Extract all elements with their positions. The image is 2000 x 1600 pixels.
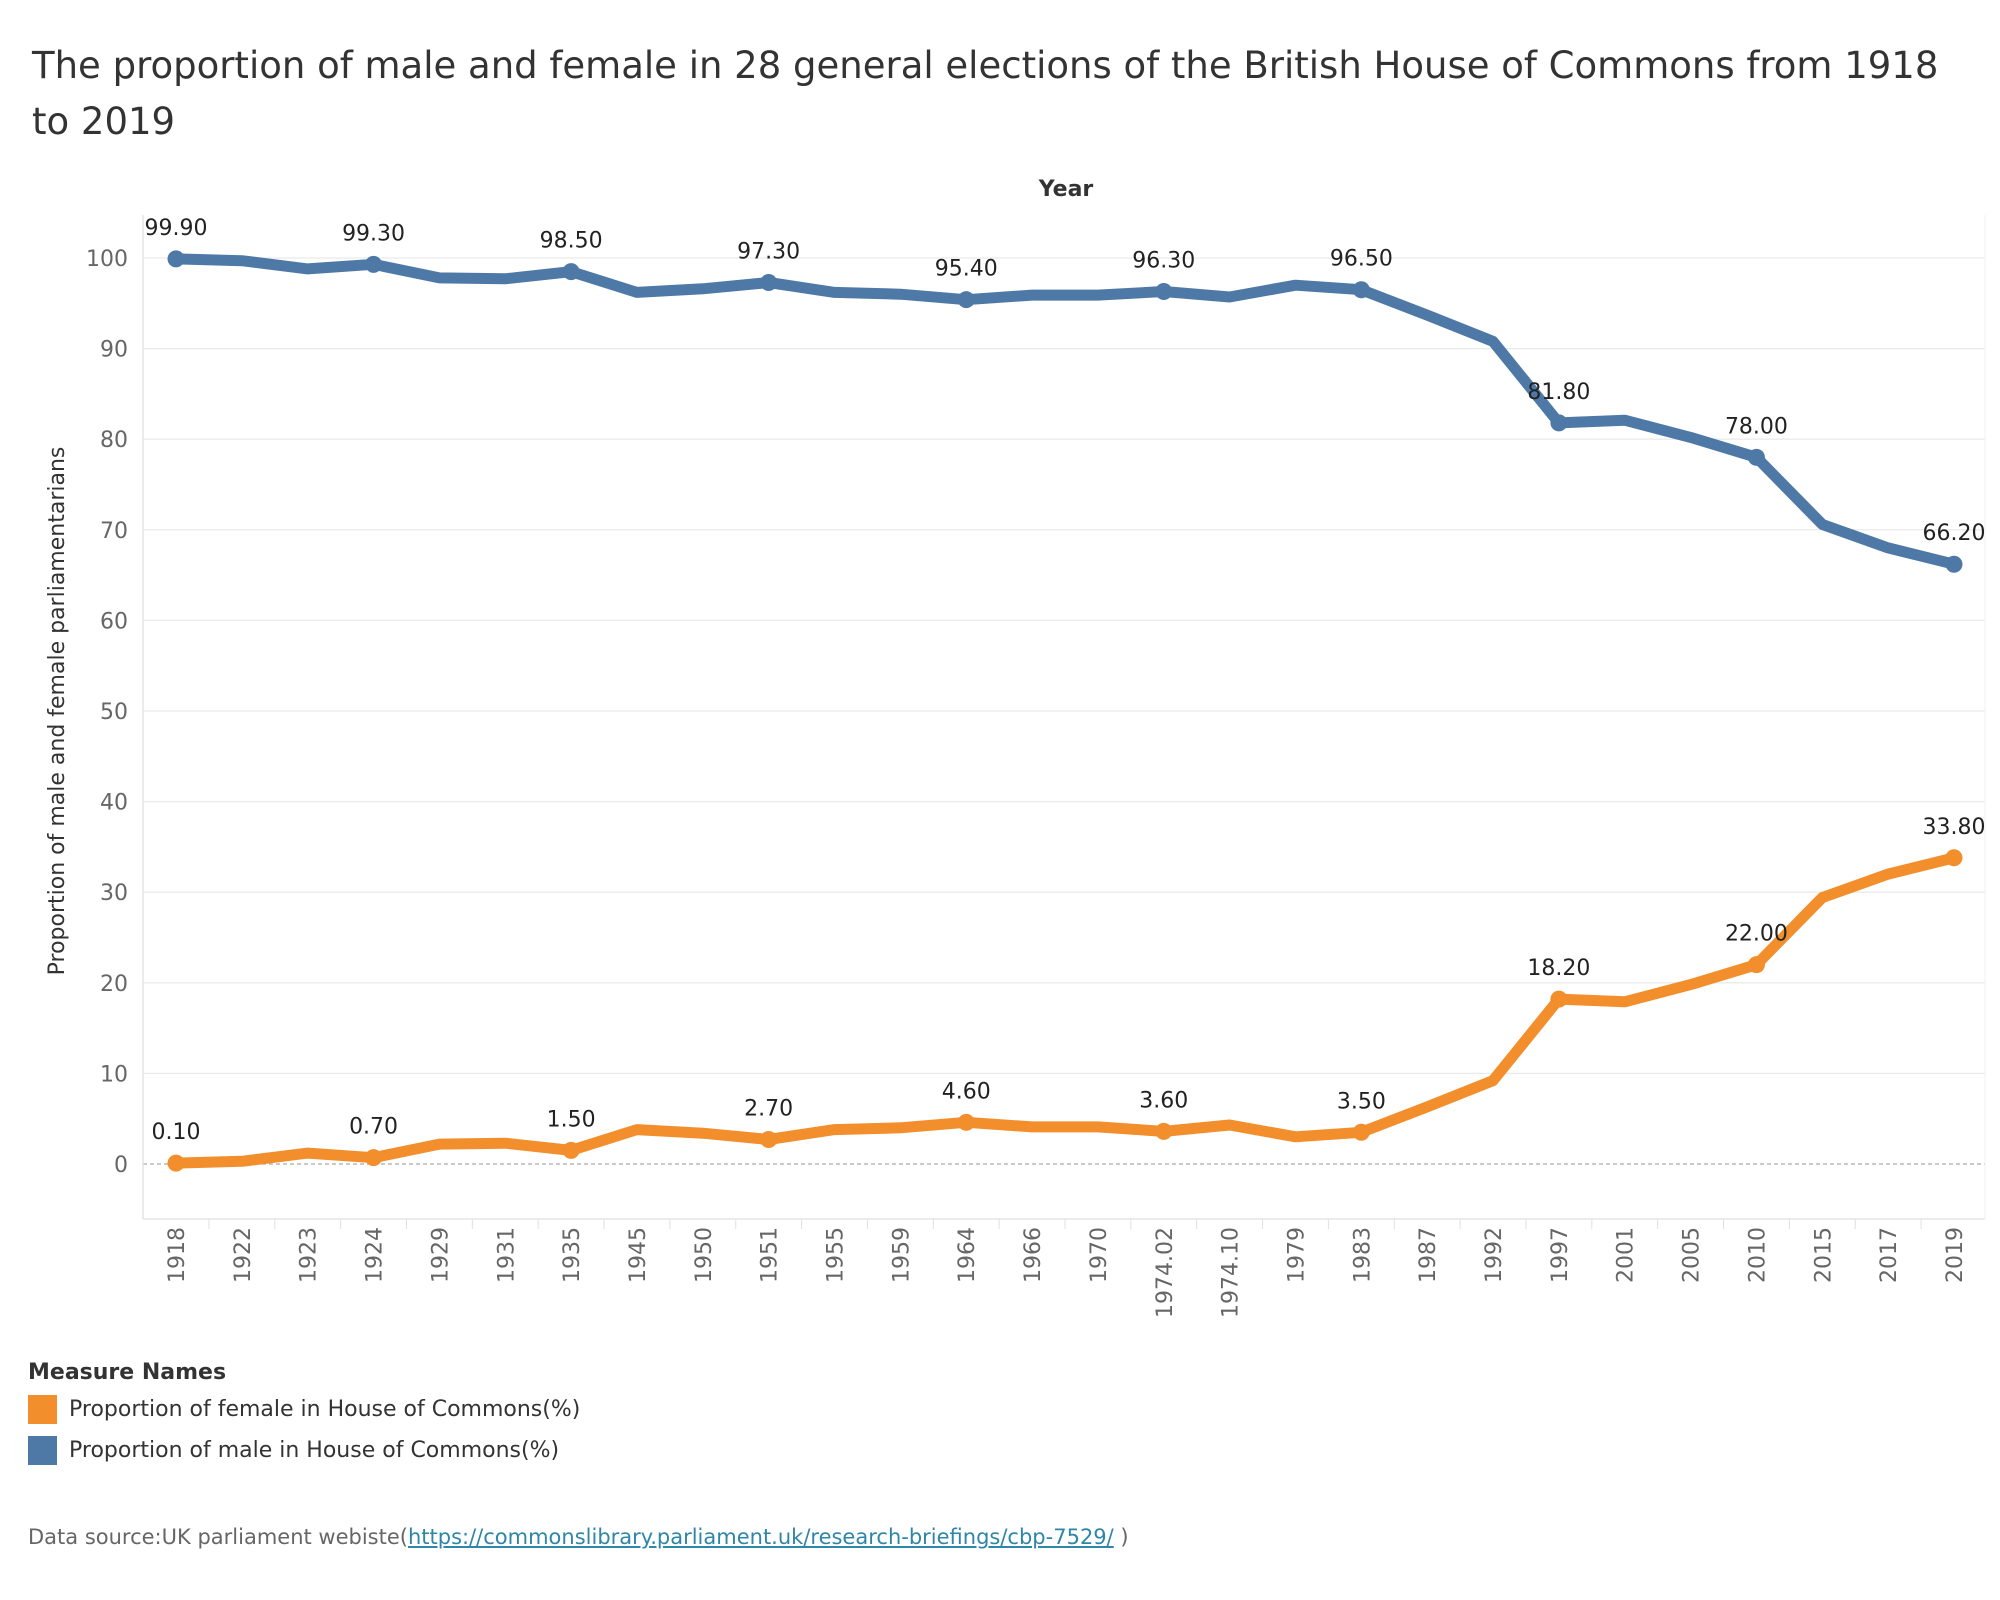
data-label: 97.30 [737, 239, 800, 264]
data-label: 3.60 [1139, 1088, 1188, 1113]
data-label: 1.50 [547, 1107, 596, 1132]
data-point-marker[interactable] [760, 1131, 778, 1149]
x-tick-label: 2010 [1745, 1227, 1770, 1283]
legend-swatch-female [28, 1395, 57, 1424]
x-tick-label: 1974.10 [1219, 1227, 1244, 1318]
y-tick-label: 50 [100, 700, 128, 725]
y-tick-label: 70 [100, 519, 128, 544]
x-tick-label: 1955 [824, 1227, 849, 1283]
data-label: 22.00 [1725, 922, 1788, 947]
x-tick-label: 1931 [494, 1227, 519, 1283]
data-label: 96.50 [1330, 247, 1393, 272]
data-label: 78.00 [1725, 414, 1788, 439]
data-label: 95.40 [935, 257, 998, 282]
x-tick-label: 2005 [1680, 1227, 1705, 1283]
x-tick-label: 1974.02 [1153, 1227, 1178, 1318]
data-point-marker[interactable] [1352, 281, 1370, 299]
data-point-marker[interactable] [562, 1141, 580, 1159]
y-axis-title: Proportion of male and female parliament… [45, 447, 70, 976]
x-tick-label: 1935 [560, 1227, 585, 1283]
x-tick-label: 2015 [1811, 1227, 1836, 1283]
data-point-marker[interactable] [760, 273, 778, 291]
source-prefix: Data source:UK parliament webiste( [28, 1525, 408, 1549]
data-point-marker[interactable] [1747, 448, 1765, 466]
data-point-marker[interactable] [1352, 1123, 1370, 1141]
x-tick-label: 2019 [1943, 1227, 1968, 1283]
data-label: 33.80 [1923, 815, 1986, 840]
data-label: 2.70 [744, 1097, 793, 1122]
data-label: 81.80 [1527, 380, 1590, 405]
data-point-marker[interactable] [1945, 555, 1963, 573]
data-point-marker[interactable] [562, 263, 580, 281]
data-point-marker[interactable] [167, 250, 185, 268]
x-tick-label: 1950 [692, 1227, 717, 1283]
data-label: 0.10 [152, 1120, 201, 1145]
data-source-note: Data source:UK parliament webiste(https:… [28, 1525, 1129, 1549]
legend-item-female[interactable]: Proportion of female in House of Commons… [28, 1395, 580, 1424]
y-tick-label: 90 [100, 338, 128, 363]
y-tick-label: 0 [114, 1153, 128, 1178]
legend-label-female: Proportion of female in House of Commons… [69, 1397, 581, 1422]
y-tick-label: 30 [100, 881, 128, 906]
y-tick-label: 20 [100, 972, 128, 997]
data-point-marker[interactable] [1945, 849, 1963, 867]
data-point-marker[interactable] [1550, 990, 1568, 1008]
legend-title: Measure Names [28, 1360, 227, 1385]
line-chart: Year Proportion of male and female parli… [45, 177, 1986, 1318]
x-tick-label: 1997 [1548, 1227, 1573, 1283]
x-tick-label: 1983 [1350, 1227, 1375, 1283]
y-tick-label: 10 [100, 1062, 128, 1087]
chart-title: The proportion of male and female in 28 … [32, 44, 1939, 143]
data-point-marker[interactable] [365, 1149, 383, 1167]
data-point-marker[interactable] [957, 291, 975, 309]
x-tick-label: 2001 [1614, 1227, 1639, 1283]
x-tick-label: 1987 [1416, 1227, 1441, 1283]
x-axis-title: Year [1038, 177, 1094, 202]
data-point-marker[interactable] [1155, 1122, 1173, 1140]
source-link[interactable]: https://commonslibrary.parliament.uk/res… [407, 1525, 1114, 1549]
y-tick-label: 40 [100, 791, 128, 816]
x-tick-label: 1964 [955, 1227, 980, 1283]
data-point-marker[interactable] [1155, 283, 1173, 301]
data-label: 4.60 [942, 1079, 991, 1104]
data-point-marker[interactable] [957, 1113, 975, 1131]
x-tick-label: 1959 [889, 1227, 914, 1283]
data-point-marker[interactable] [365, 255, 383, 273]
x-tick-label: 1966 [1021, 1227, 1046, 1283]
data-label: 0.70 [349, 1115, 398, 1140]
data-label: 98.50 [540, 229, 603, 254]
data-label: 66.20 [1923, 521, 1986, 546]
data-label: 96.30 [1132, 249, 1195, 274]
legend-label-male: Proportion of male in House of Commons(%… [69, 1438, 560, 1463]
legend-item-male[interactable]: Proportion of male in House of Commons(%… [28, 1436, 559, 1465]
data-label: 99.30 [342, 221, 405, 246]
x-tick-label: 1924 [363, 1227, 388, 1283]
x-tick-label: 1918 [165, 1227, 190, 1283]
x-tick-label: 2017 [1877, 1227, 1902, 1283]
series-line-1[interactable] [170, 253, 1960, 570]
series-line-0[interactable] [170, 852, 1960, 1169]
y-tick-label: 60 [100, 609, 128, 634]
x-tick-label: 1970 [1087, 1227, 1112, 1283]
legend-swatch-male [28, 1436, 57, 1465]
x-tick-label: 1992 [1482, 1227, 1507, 1283]
x-tick-label: 1951 [758, 1227, 783, 1283]
data-point-marker[interactable] [1550, 414, 1568, 432]
x-tick-label: 1929 [428, 1227, 453, 1283]
source-suffix: ) [1113, 1525, 1129, 1549]
data-point-marker[interactable] [167, 1154, 185, 1172]
x-tick-label: 1945 [626, 1227, 651, 1283]
x-tick-label: 1923 [297, 1227, 322, 1283]
data-label: 99.90 [145, 216, 208, 241]
y-tick-label: 100 [86, 247, 128, 272]
x-tick-label: 1979 [1284, 1227, 1309, 1283]
x-tick-label: 1922 [231, 1227, 256, 1283]
data-label: 3.50 [1337, 1089, 1386, 1114]
data-label: 18.20 [1527, 956, 1590, 981]
y-tick-label: 80 [100, 428, 128, 453]
data-point-marker[interactable] [1747, 956, 1765, 974]
